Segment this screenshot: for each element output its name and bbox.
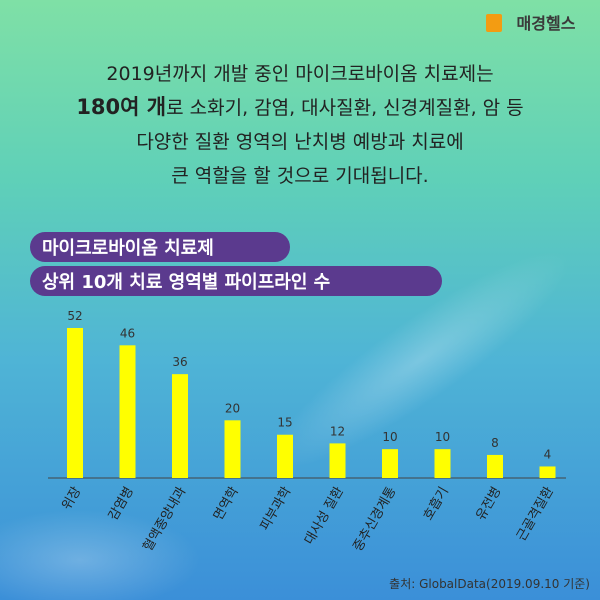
intro-line: 다양한 질환 영역의 난치병 예방과 치료에 (136, 131, 463, 153)
bar (172, 374, 188, 478)
chart-title: 상위 10개 치료 영역별 파이프라인 수 (42, 272, 330, 293)
x-tick-label: 피부과학 (258, 484, 295, 533)
value-label: 8 (491, 436, 499, 450)
intro-line: 180여 개로 소화기, 감염, 대사질환, 신경계질환, 암 등 (76, 95, 523, 119)
x-tick-label: 위장 (60, 484, 85, 512)
value-label: 20 (225, 401, 240, 415)
value-label: 46 (120, 326, 135, 340)
value-label: 10 (435, 430, 450, 444)
x-tick-label: 대사성 질환 (302, 484, 347, 547)
bar (382, 449, 398, 478)
value-label: 36 (172, 355, 187, 369)
bar (329, 443, 346, 478)
bar (277, 434, 293, 478)
x-tick-label: 면역학 (211, 484, 242, 523)
chart-title: 마이크로바이옴 치료제 (42, 238, 214, 259)
bar (434, 449, 451, 478)
value-label: 10 (382, 430, 397, 444)
bar (539, 466, 556, 478)
logo-icon (486, 14, 502, 32)
logo: 매경헬스 (517, 14, 576, 33)
title-pill (30, 266, 442, 296)
title-pill (30, 232, 290, 262)
x-tick-label: 근골격질환 (514, 484, 557, 543)
intro-line: 2019년까지 개발 중인 마이크로바이옴 치료제는 (106, 63, 493, 85)
x-tick-label: 유전병 (474, 485, 505, 524)
intro-line: 큰 역할을 할 것으로 기대됩니다. (171, 165, 428, 187)
intro-emphasis: 180여 개 (76, 95, 166, 119)
decor (0, 510, 200, 600)
value-label: 4 (544, 447, 552, 461)
intro-text: 로 소화기, 감염, 대사질환, 신경계질환, 암 등 (166, 97, 524, 119)
value-label: 52 (67, 309, 82, 323)
decor (270, 251, 570, 469)
bar (487, 454, 503, 478)
value-label: 15 (277, 416, 292, 430)
x-tick-label: 호흡기 (421, 485, 452, 524)
source: 출처: GlobalData(2019.09.10 기준) (389, 577, 590, 591)
bar (224, 420, 241, 478)
x-tick-label: 중추신경계통 (351, 484, 400, 554)
bar (119, 345, 136, 478)
value-label: 12 (330, 424, 345, 438)
bar (67, 328, 83, 478)
